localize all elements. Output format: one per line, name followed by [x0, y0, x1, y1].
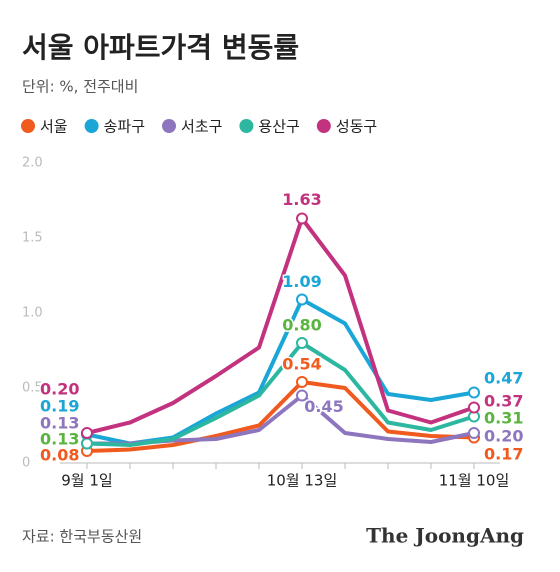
point-marker	[468, 401, 480, 414]
point-marker	[296, 212, 308, 225]
value-label: 0.45	[304, 397, 343, 416]
legend-label: 서초구	[181, 118, 222, 136]
legend-marker	[239, 119, 254, 133]
point-marker	[296, 293, 308, 306]
series-line	[86, 380, 475, 453]
legend-label: 송파구	[104, 118, 145, 136]
value-label: 0.20	[40, 380, 79, 399]
y-tick-label: 2.0	[22, 156, 43, 171]
chart-title: 서울 아파트가격 변동률	[22, 31, 299, 64]
legend-marker	[21, 119, 35, 133]
series-line	[86, 341, 475, 447]
value-label: 0.17	[484, 445, 523, 464]
legend-label: 서울	[40, 118, 68, 136]
point-marker	[468, 386, 480, 399]
point-marker	[81, 437, 93, 450]
point-marker	[296, 337, 308, 349]
legend-marker	[84, 119, 99, 133]
legend-label: 성동구	[336, 118, 377, 136]
value-label: 0.47	[484, 369, 523, 388]
point-marker	[296, 376, 308, 388]
subtitle: 단위: %, 전주대비	[22, 78, 138, 96]
value-label: 0.20	[484, 427, 523, 446]
legend-marker	[162, 119, 177, 133]
value-label: 0.19	[40, 397, 79, 416]
y-tick-label: 1.0	[22, 306, 43, 321]
x-tick-label: 11월 10일	[439, 472, 510, 490]
value-label: 0.13	[40, 430, 79, 449]
y-tick-label: 1.5	[22, 231, 43, 246]
y-tick-label: 0	[22, 456, 30, 471]
point-marker	[296, 389, 308, 402]
value-label: 1.09	[282, 272, 321, 291]
x-tick-label: 10월 13일	[267, 472, 338, 490]
legend-marker	[316, 119, 331, 133]
value-label: 0.08	[40, 446, 79, 465]
legend-label: 용산구	[258, 118, 299, 136]
y-tick-label: 0.5	[22, 381, 43, 396]
point-marker	[468, 427, 480, 439]
value-label: 0.54	[282, 355, 321, 374]
value-label: 0.37	[484, 392, 523, 411]
value-label: 0.80	[282, 316, 321, 335]
value-label: 1.63	[282, 190, 321, 209]
value-label: 0.13	[40, 414, 79, 433]
point-marker	[81, 427, 93, 439]
brand: The JoongAng	[366, 524, 524, 548]
value-label: 0.31	[484, 409, 523, 428]
series-line	[86, 216, 475, 435]
x-tick-label: 9월 1일	[61, 472, 112, 490]
source: 자료: 한국부동산원	[22, 528, 142, 546]
